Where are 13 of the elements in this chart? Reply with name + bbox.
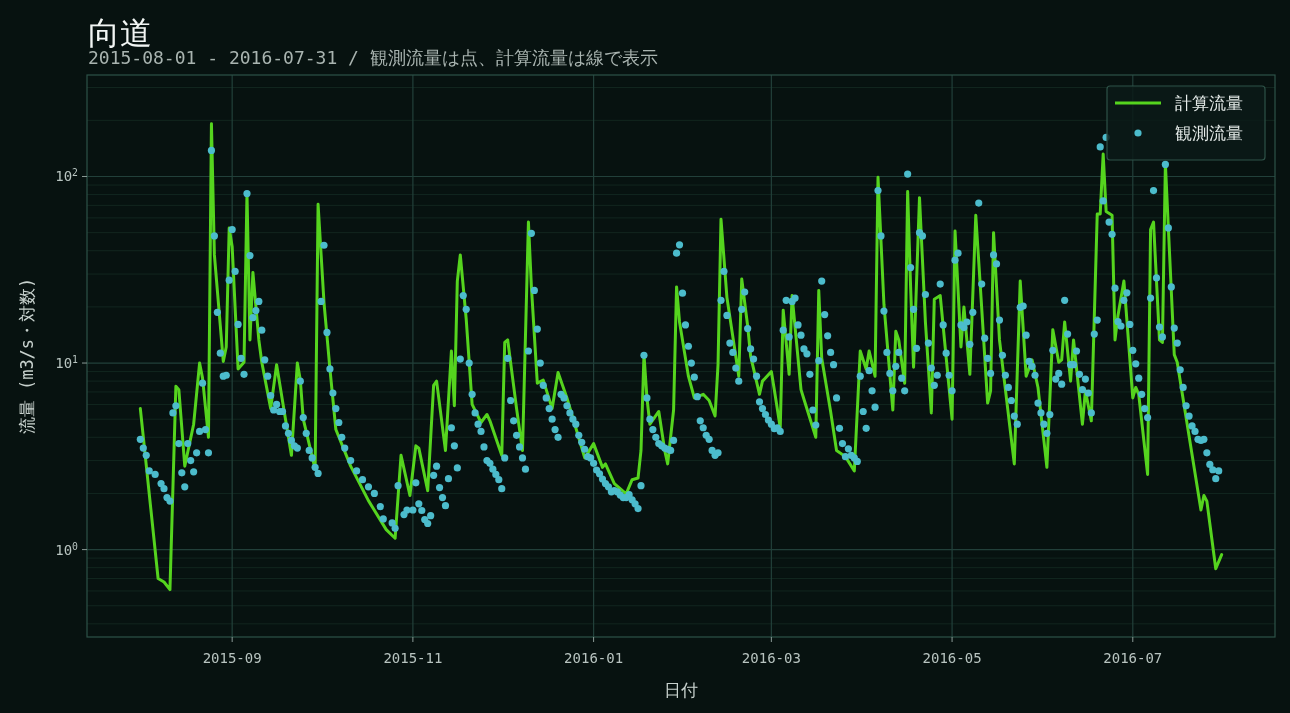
y-tick-label: 10$^{2}$ (55, 167, 79, 185)
y-tick-label: 10$^{1}$ (55, 353, 79, 372)
x-tick-label: 2016-05 (922, 650, 982, 666)
legend-label: 観測流量 (1175, 123, 1243, 143)
x-tick-label: 2015-09 (202, 650, 262, 666)
legend-label: 計算流量 (1175, 93, 1243, 113)
x-tick-label: 2016-07 (1103, 650, 1163, 666)
x-axis-title: 日付 (664, 680, 698, 700)
x-tick-label: 2016-01 (564, 650, 624, 666)
x-tick-label: 2016-03 (741, 650, 801, 666)
y-tick-label: 10$^{0}$ (55, 540, 79, 558)
y-axis-title: 流量 (m3/s・対数) (17, 277, 37, 435)
x-tick-label: 2015-11 (383, 650, 443, 666)
